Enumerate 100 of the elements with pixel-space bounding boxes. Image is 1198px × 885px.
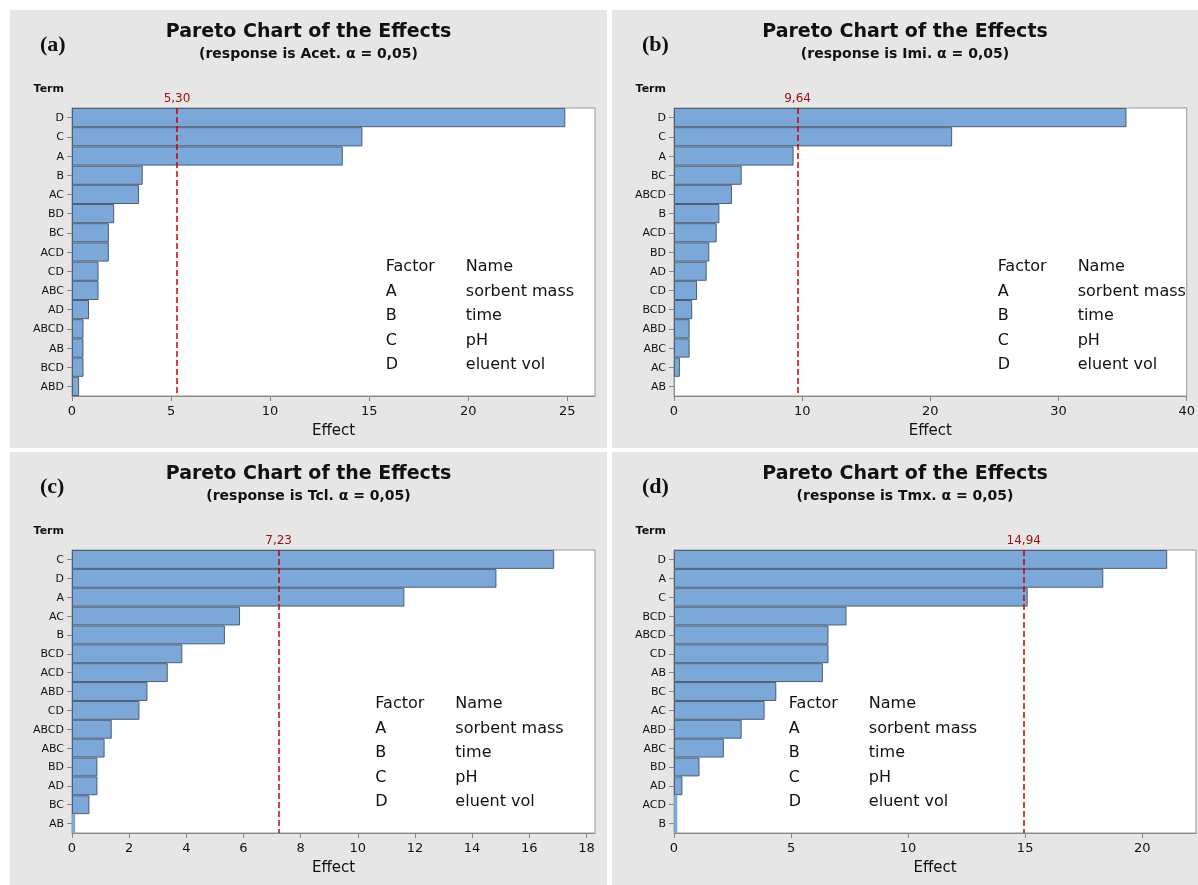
x-tick-label: 10 xyxy=(349,840,367,855)
y-tick-label: BC xyxy=(48,226,65,240)
y-tick-label: ABC xyxy=(643,341,667,355)
text: (d) xyxy=(642,472,669,498)
chart-subtitle: (response is Imi. α = 0,05) xyxy=(800,45,1010,61)
y-tick-label: ABC xyxy=(41,741,65,755)
annotation: A xyxy=(997,280,1009,300)
y-axis-title: Term xyxy=(33,524,64,537)
x-tick-label: 16 xyxy=(520,840,538,855)
chart-title: Pareto Chart of the Effects xyxy=(762,18,1048,41)
y-tick-label: ACD xyxy=(40,245,64,259)
annotation: Factor xyxy=(788,693,839,712)
x-tick-label: 0 xyxy=(669,840,679,855)
x-axis-title: Effect xyxy=(908,420,953,439)
y-tick-label: ABCD xyxy=(634,628,666,642)
x-tick-label: 5 xyxy=(786,840,796,855)
y-tick-label: AB xyxy=(650,666,666,680)
x-tick-label: 6 xyxy=(239,840,248,855)
y-tick-label: BD xyxy=(649,760,666,774)
annotation: A xyxy=(788,717,800,737)
y-tick-label: AC xyxy=(650,703,667,717)
annotation: time xyxy=(455,742,492,761)
y-tick-label: CD xyxy=(47,264,64,278)
y-tick-label: CD xyxy=(649,647,666,661)
y-tick-label: B xyxy=(658,817,666,831)
x-tick-label: 30 xyxy=(1050,403,1067,418)
x-axis-title: Effect xyxy=(311,420,356,439)
y-tick-label: BD xyxy=(649,245,666,259)
y-tick-label: C xyxy=(658,130,667,144)
annotation: C xyxy=(385,329,397,349)
x-tick-label: 12 xyxy=(406,840,424,855)
y-tick-label: A xyxy=(658,149,667,163)
x-tick-label: 14 xyxy=(463,840,481,855)
y-tick-label: ACD xyxy=(642,798,666,812)
ref-line-label: 5,30 xyxy=(163,91,191,105)
x-axis-title: Effect xyxy=(913,857,957,876)
annotation: pH xyxy=(868,766,892,786)
y-tick-label: ABCD xyxy=(32,722,64,736)
annotation: A xyxy=(385,280,397,300)
y-tick-label: ABD xyxy=(642,722,666,736)
y-tick-label: AC xyxy=(48,187,65,201)
y-tick-label: C xyxy=(658,590,667,604)
y-tick-label: A xyxy=(56,149,65,163)
chart-subtitle: (response is Tcl. α = 0,05) xyxy=(206,487,411,503)
y-tick-label: BCD xyxy=(40,360,64,374)
y-tick-label: BCD xyxy=(642,303,666,317)
annotation: C xyxy=(997,329,1009,349)
y-tick-label: A xyxy=(56,590,65,604)
annotation: D xyxy=(997,354,1010,373)
y-tick-label: ABD xyxy=(40,379,64,393)
y-tick-label: AD xyxy=(48,303,64,317)
y-tick-label: BC xyxy=(650,685,667,698)
annotation: D xyxy=(385,354,399,373)
y-tick-label: D xyxy=(657,552,666,566)
annotation: D xyxy=(788,791,802,810)
x-tick-label: 2 xyxy=(125,840,134,855)
annotation: A xyxy=(375,717,387,737)
x-tick-label: 20 xyxy=(459,403,477,418)
y-tick-label: ABD xyxy=(40,685,64,698)
chart-subtitle: (response is Tmx. α = 0,05) xyxy=(796,487,1014,503)
y-tick-label: AD xyxy=(48,779,64,793)
x-tick-label: 8 xyxy=(296,840,305,855)
y-tick-label: AD xyxy=(650,264,666,278)
annotation: eluent vol xyxy=(465,354,546,373)
y-tick-label: A xyxy=(658,571,667,585)
x-tick-label: 0 xyxy=(669,403,679,418)
x-axis-title: Effect xyxy=(311,857,356,876)
y-axis-title: Term xyxy=(635,524,666,537)
ref-line-label: 9,64 xyxy=(784,91,811,105)
x-tick-label: 0 xyxy=(67,840,77,855)
annotation: sorbent mass xyxy=(1077,280,1186,300)
x-tick-label: 20 xyxy=(922,403,939,418)
y-tick-label: BCD xyxy=(40,647,64,661)
annotation: B xyxy=(375,742,387,761)
annotation: C xyxy=(788,766,801,786)
annotation: B xyxy=(788,742,800,761)
chart-title: Pareto Chart of the Effects xyxy=(165,460,452,483)
annotation: sorbent mass xyxy=(465,280,575,300)
annotation: Factor xyxy=(997,256,1048,275)
y-tick-label: ABD xyxy=(642,322,666,336)
annotation: D xyxy=(375,791,388,810)
x-tick-label: 25 xyxy=(558,403,576,418)
chart-subtitle: (response is Acet. α = 0,05) xyxy=(199,45,418,61)
annotation: Name xyxy=(465,256,513,275)
y-tick-label: BD xyxy=(47,207,64,221)
y-tick-label: B xyxy=(658,207,666,221)
annotation: eluent vol xyxy=(455,791,535,810)
annotation: Name xyxy=(868,693,917,712)
x-tick-label: 15 xyxy=(1016,840,1034,855)
annotation: sorbent mass xyxy=(868,717,978,737)
annotation: pH xyxy=(465,329,488,349)
y-tick-label: AB xyxy=(650,379,666,393)
annotation: time xyxy=(1077,305,1114,324)
annotation: Name xyxy=(1077,256,1125,275)
annotation: Factor xyxy=(385,256,436,275)
x-tick-label: 0 xyxy=(67,403,77,418)
y-tick-label: C xyxy=(56,552,65,566)
x-tick-label: 20 xyxy=(1133,840,1151,855)
x-tick-label: 18 xyxy=(578,840,595,855)
y-tick-label: ACD xyxy=(40,666,64,680)
